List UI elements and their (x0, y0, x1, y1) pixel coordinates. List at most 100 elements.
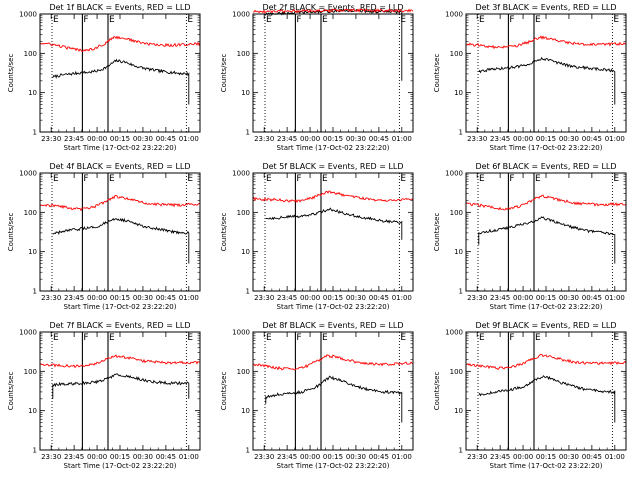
x-tick-label: 23:45 (277, 135, 297, 143)
marker-label-E: E (109, 15, 115, 25)
y-tick-label: 1 (33, 288, 37, 296)
plot-frame (252, 13, 414, 133)
series-line-lld (252, 8, 414, 14)
x-tick-label: 01:00 (179, 453, 199, 461)
plot-frame (465, 13, 627, 133)
x-tick-label: 01:00 (392, 453, 412, 461)
x-tick-label: 23:45 (277, 294, 297, 302)
x-tick-label: 00:30 (559, 135, 579, 143)
y-tick-label: 10 (454, 407, 463, 415)
marker-label-F: F (83, 15, 88, 25)
x-tick-label: 00:15 (536, 294, 556, 302)
x-tick-label: 00:30 (346, 453, 366, 461)
x-axis-label: Start Time (17-Oct-02 23:22:20) (490, 144, 603, 152)
y-tick-label: 1 (246, 447, 250, 455)
y-tick-label: 100 (237, 368, 250, 376)
series-line-events (265, 8, 403, 81)
x-tick-label: 00:30 (346, 135, 366, 143)
plot-frame (39, 13, 201, 133)
panel-title: Det 5f BLACK = Events, RED = LLD (262, 162, 403, 171)
x-tick-label: 23:45 (64, 294, 84, 302)
x-tick-label: 01:00 (392, 135, 412, 143)
y-tick-label: 1000 (232, 329, 250, 337)
x-tick-label: 23:30 (41, 135, 61, 143)
series-line-lld (39, 35, 201, 53)
panel-title: Det 9f BLACK = Events, RED = LLD (475, 321, 616, 330)
series-line-events (265, 375, 403, 423)
x-tick-label: 23:45 (490, 135, 510, 143)
y-tick-label: 100 (450, 209, 463, 217)
plot-frame (39, 172, 201, 292)
series-line-lld (39, 354, 200, 369)
y-tick-label: 10 (241, 89, 250, 97)
marker-label-E: E (187, 333, 193, 343)
x-tick-label: 00:45 (369, 294, 389, 302)
marker-label-E: E (479, 174, 485, 184)
y-tick-label: 1 (246, 288, 250, 296)
x-tick-label: 23:30 (467, 453, 487, 461)
y-tick-label: 10 (28, 89, 37, 97)
y-tick-label: 1000 (445, 170, 463, 178)
marker-label-E: E (187, 15, 193, 25)
y-axis-label: Counts/sec (433, 372, 441, 411)
marker-label-F: F (296, 15, 301, 25)
plot-frame (252, 331, 414, 451)
x-tick-label: 00:00 (87, 135, 107, 143)
y-tick-label: 1000 (232, 11, 250, 19)
marker-label-E: E (535, 174, 541, 184)
y-tick-label: 10 (241, 407, 250, 415)
x-tick-label: 00:15 (110, 294, 130, 302)
plot-frame (465, 331, 627, 451)
x-tick-label: 23:45 (64, 135, 84, 143)
x-tick-label: 00:15 (323, 135, 343, 143)
y-tick-label: 100 (450, 368, 463, 376)
x-tick-label: 00:00 (300, 135, 320, 143)
x-axis-label: Start Time (17-Oct-02 23:22:20) (64, 303, 177, 311)
x-tick-label: 00:30 (559, 294, 579, 302)
x-tick-label: 00:30 (133, 135, 153, 143)
detector-panel-3: Det 3f BLACK = Events, RED = LLD Counts/s… (433, 3, 627, 152)
y-tick-label: 1000 (445, 329, 463, 337)
plot-frame (39, 331, 201, 451)
y-tick-label: 100 (237, 209, 250, 217)
x-tick-label: 00:45 (582, 294, 602, 302)
marker-label-F: F (83, 174, 88, 184)
y-tick-label: 1 (459, 129, 463, 137)
y-tick-label: 1000 (19, 11, 37, 19)
x-tick-label: 23:30 (41, 453, 61, 461)
y-axis-label: Counts/sec (220, 372, 228, 411)
marker-label-E: E (187, 174, 193, 184)
y-tick-label: 1 (246, 129, 250, 137)
x-tick-label: 00:00 (300, 453, 320, 461)
series-line-events (52, 217, 190, 264)
panel-title: Det 7f BLACK = Events, RED = LLD (49, 321, 190, 330)
y-tick-label: 10 (28, 407, 37, 415)
marker-label-F: F (509, 333, 514, 343)
marker-label-E: E (266, 333, 272, 343)
series-line-lld (465, 194, 627, 211)
x-tick-label: 23:30 (254, 294, 274, 302)
y-tick-label: 100 (24, 50, 37, 58)
plot-frame (252, 172, 414, 292)
x-tick-label: 23:45 (64, 453, 84, 461)
y-axis-label: Counts/sec (7, 54, 15, 93)
x-tick-label: 23:30 (254, 453, 274, 461)
marker-label-E: E (400, 174, 406, 184)
series-line-lld (39, 195, 201, 212)
y-axis-label: Counts/sec (7, 372, 15, 411)
x-tick-label: 00:45 (582, 453, 602, 461)
marker-label-E: E (400, 333, 406, 343)
panel-title: Det 8f BLACK = Events, RED = LLD (262, 321, 403, 330)
series-line-lld (465, 353, 627, 371)
marker-label-E: E (53, 15, 59, 25)
series-line-events (52, 373, 190, 399)
x-tick-label: 01:00 (605, 453, 625, 461)
series-line-events (478, 56, 616, 105)
panel-title: Det 2f BLACK = Events, RED = LLD (262, 3, 403, 12)
y-tick-label: 10 (241, 248, 250, 256)
marker-label-E: E (479, 333, 485, 343)
x-tick-label: 00:30 (559, 453, 579, 461)
y-tick-label: 10 (28, 248, 37, 256)
x-tick-label: 01:00 (605, 294, 625, 302)
